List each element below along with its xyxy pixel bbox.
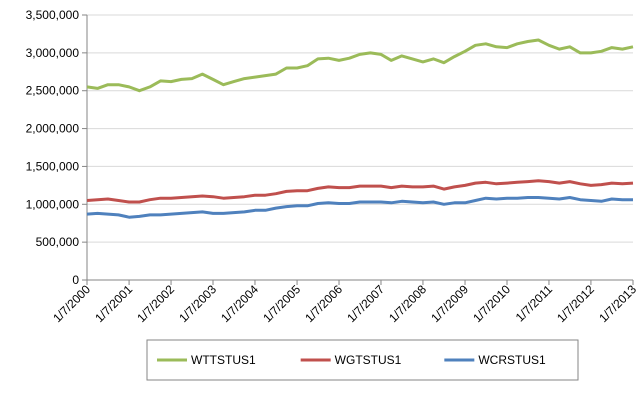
x-tick-label: 1/7/2002 xyxy=(134,282,177,325)
x-tick-label: 1/7/2005 xyxy=(260,282,303,325)
y-tick-label: 1,500,000 xyxy=(26,159,80,173)
series-line xyxy=(86,196,633,219)
legend-label: WGTSTUS1 xyxy=(335,353,402,367)
y-tick-label: 2,000,000 xyxy=(26,122,80,136)
series-line xyxy=(86,38,634,93)
x-tick-label: 1/7/2011 xyxy=(513,282,556,325)
x-tick-label: 1/7/2008 xyxy=(386,282,429,325)
y-tick-label: 3,000,000 xyxy=(26,46,80,60)
legend-box xyxy=(146,339,579,381)
y-tick-label: 500,000 xyxy=(36,235,80,249)
x-tick-label: 1/7/2012 xyxy=(554,282,597,325)
series-line xyxy=(86,179,634,204)
x-tick-label: 1/7/2007 xyxy=(344,282,387,325)
x-tick-label: 1/7/2013 xyxy=(596,282,636,325)
y-tick-label: 0 xyxy=(72,273,79,287)
y-tick-label: 3,500,000 xyxy=(26,8,80,22)
x-tick-label: 1/7/2000 xyxy=(50,282,93,325)
legend-label: WTTSTUS1 xyxy=(191,353,256,367)
x-tick-label: 1/7/2010 xyxy=(470,282,513,325)
legend-label: WCRSTUS1 xyxy=(478,353,546,367)
y-tick-label: 1,000,000 xyxy=(26,197,80,211)
x-tick-label: 1/7/2001 xyxy=(92,282,135,325)
y-tick-label: 2,500,000 xyxy=(26,84,80,98)
x-tick-label: 1/7/2006 xyxy=(302,282,345,325)
x-tick-label: 1/7/2004 xyxy=(218,282,261,325)
x-tick-label: 1/7/2003 xyxy=(176,282,219,325)
x-tick-label: 1/7/2009 xyxy=(428,282,471,325)
